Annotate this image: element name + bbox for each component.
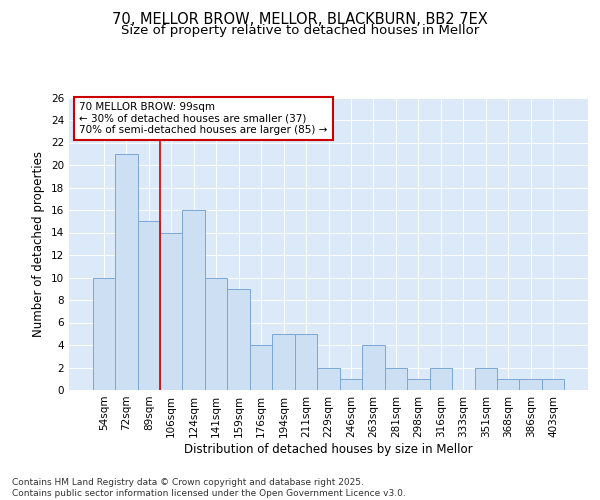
Bar	[520, 379, 542, 390]
Bar	[385, 368, 407, 390]
Bar	[250, 345, 272, 390]
Text: Contains HM Land Registry data © Crown copyright and database right 2025.
Contai: Contains HM Land Registry data © Crown c…	[12, 478, 406, 498]
Text: Size of property relative to detached houses in Mellor: Size of property relative to detached ho…	[121, 24, 479, 37]
Bar	[362, 345, 385, 390]
Bar	[205, 278, 227, 390]
Bar	[497, 379, 520, 390]
Bar	[160, 232, 182, 390]
Text: 70 MELLOR BROW: 99sqm
← 30% of detached houses are smaller (37)
70% of semi-deta: 70 MELLOR BROW: 99sqm ← 30% of detached …	[79, 102, 328, 135]
Bar	[340, 379, 362, 390]
Bar	[430, 368, 452, 390]
Bar	[475, 368, 497, 390]
Y-axis label: Number of detached properties: Number of detached properties	[32, 151, 46, 337]
Bar	[137, 221, 160, 390]
Bar	[227, 289, 250, 390]
X-axis label: Distribution of detached houses by size in Mellor: Distribution of detached houses by size …	[184, 442, 473, 456]
Bar	[317, 368, 340, 390]
Bar	[542, 379, 565, 390]
Bar	[115, 154, 137, 390]
Bar	[92, 278, 115, 390]
Bar	[272, 334, 295, 390]
Text: 70, MELLOR BROW, MELLOR, BLACKBURN, BB2 7EX: 70, MELLOR BROW, MELLOR, BLACKBURN, BB2 …	[112, 12, 488, 28]
Bar	[295, 334, 317, 390]
Bar	[182, 210, 205, 390]
Bar	[407, 379, 430, 390]
